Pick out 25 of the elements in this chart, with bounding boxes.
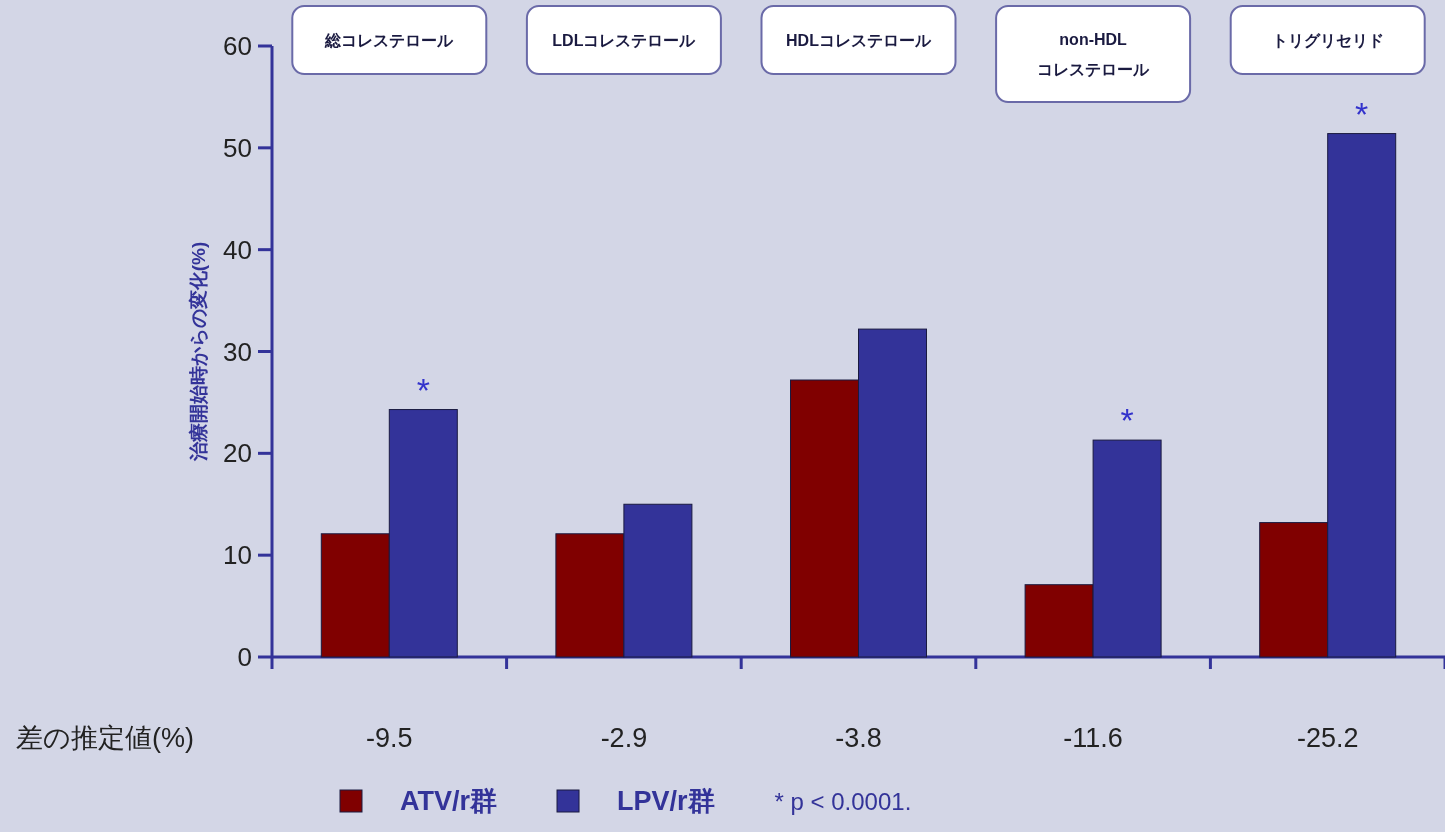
x-tick-label: HDLコレステロール — [786, 32, 932, 49]
y-tick-label: 40 — [223, 234, 252, 265]
legend-label: ATV/r群 — [400, 786, 498, 816]
text: -9.5 — [366, 723, 413, 753]
y-tick-label: 10 — [223, 540, 252, 571]
y-tick-label: 50 — [223, 132, 252, 163]
y-tick-label: 0 — [237, 642, 252, 672]
text: -25.2 — [1296, 723, 1359, 753]
text: -3.8 — [835, 723, 882, 753]
x-tick-label: LDLコレステロール — [552, 32, 697, 49]
y-tick-label: 20 — [223, 438, 252, 469]
annotation: * — [416, 370, 430, 409]
y-axis-title: 治療開始時からの変化(%) — [188, 241, 209, 463]
x-tick-label: トリグリセリド — [1271, 32, 1384, 49]
x-tick-label: 総コレステロール — [324, 32, 455, 49]
text: 差の推定値(%) — [16, 723, 194, 753]
y-tick-label: 30 — [223, 336, 252, 367]
x-tick-label: non-HDL コレステロール — [1037, 31, 1151, 78]
text: -11.6 — [1063, 723, 1123, 753]
y-tick-label: 60 — [223, 31, 252, 61]
annotation: * — [1355, 94, 1369, 133]
legend-label: LPV/r群 — [617, 786, 715, 816]
text: -2.9 — [600, 723, 648, 753]
annotation: * — [1120, 401, 1134, 440]
text: * p < 0.0001. — [774, 788, 912, 815]
